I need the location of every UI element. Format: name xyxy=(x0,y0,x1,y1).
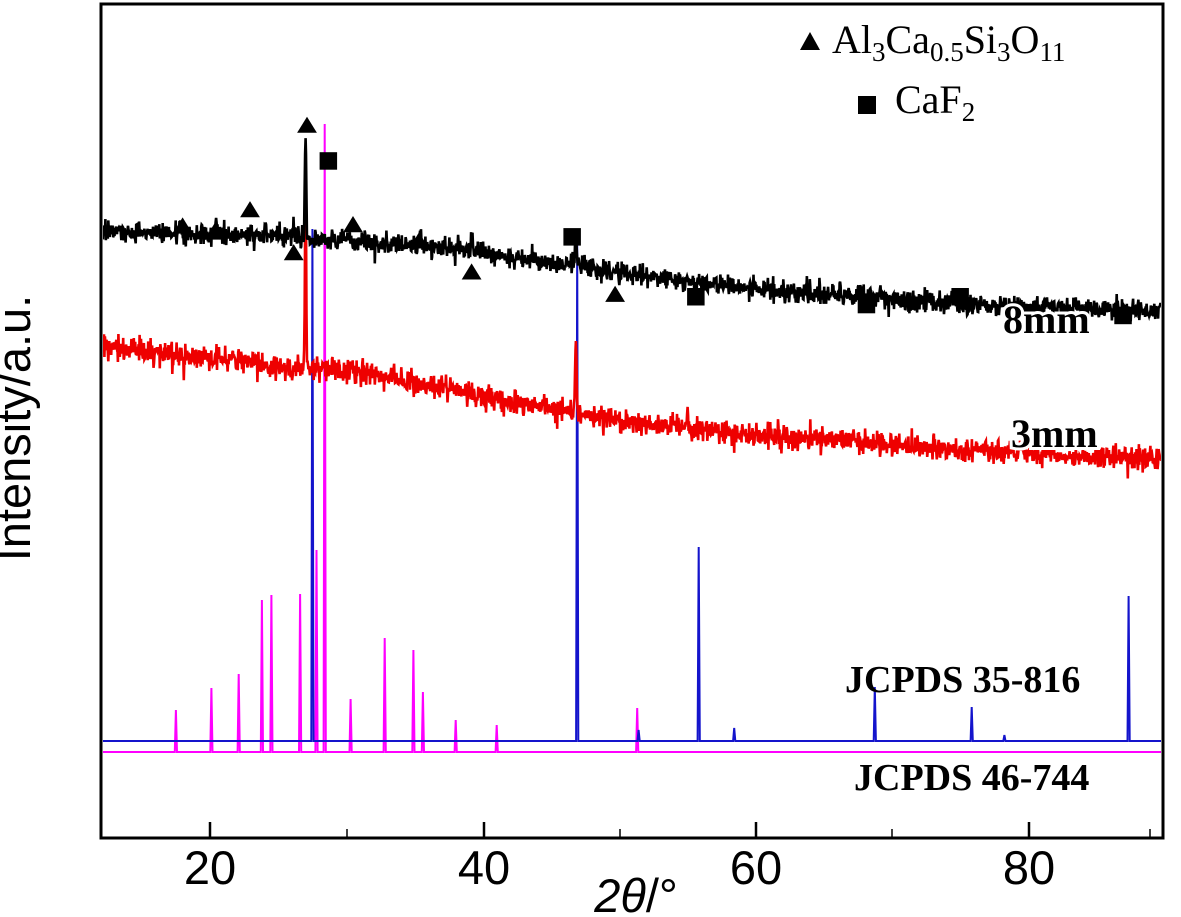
svg-text:60: 60 xyxy=(730,841,782,894)
svg-text:Al3Ca0.5Si3O11: Al3Ca0.5Si3O11 xyxy=(832,17,1065,67)
svg-text:8mm: 8mm xyxy=(1003,297,1090,342)
svg-text:3mm: 3mm xyxy=(1011,411,1098,456)
svg-text:Intensity/a.u.: Intensity/a.u. xyxy=(0,295,40,562)
svg-text:40: 40 xyxy=(458,841,510,894)
svg-text:20: 20 xyxy=(184,841,236,894)
svg-text:JCPDS 35-816: JCPDS 35-816 xyxy=(845,659,1080,701)
svg-text:CaF2: CaF2 xyxy=(895,77,975,127)
svg-text:80: 80 xyxy=(1003,841,1055,894)
svg-text:JCPDS 46-744: JCPDS 46-744 xyxy=(854,757,1089,799)
svg-text:2θ/°: 2θ/° xyxy=(593,869,678,917)
